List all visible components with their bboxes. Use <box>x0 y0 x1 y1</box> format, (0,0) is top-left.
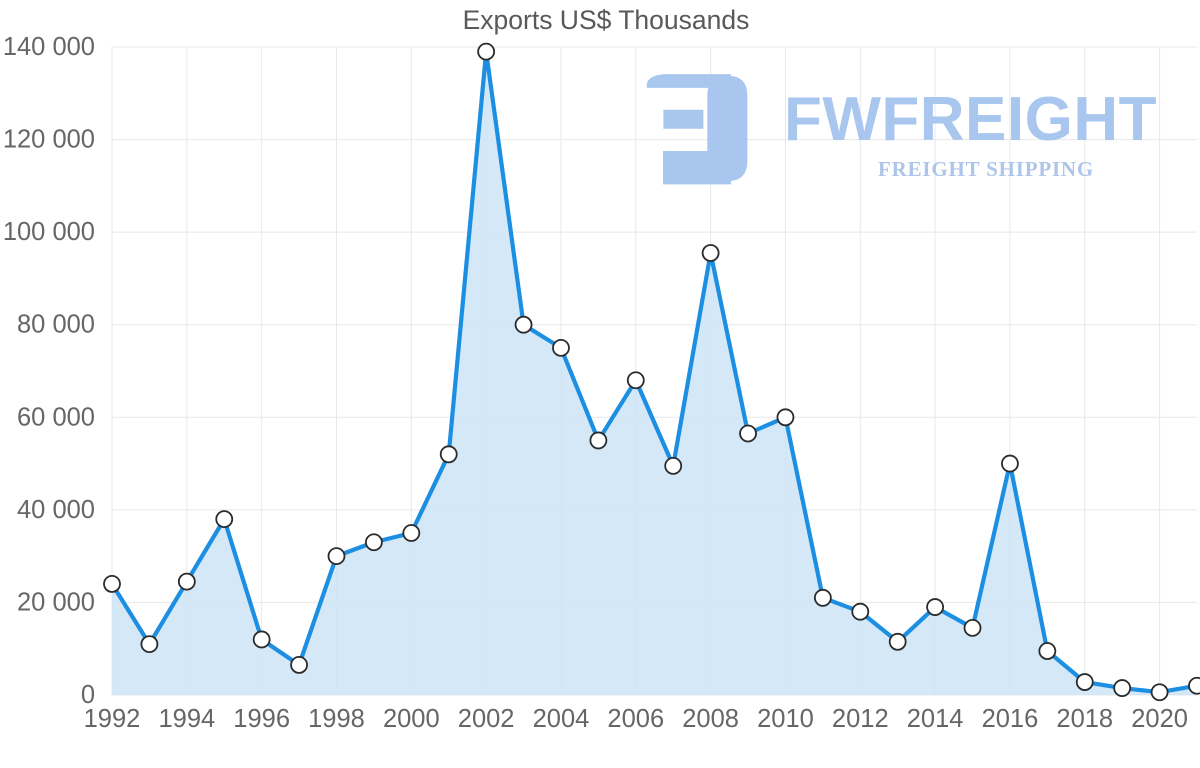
svg-text:100 000: 100 000 <box>3 218 95 246</box>
svg-text:2000: 2000 <box>383 705 440 733</box>
svg-text:2012: 2012 <box>832 705 889 733</box>
svg-text:2016: 2016 <box>982 705 1039 733</box>
svg-text:1998: 1998 <box>308 705 365 733</box>
svg-text:20 000: 20 000 <box>17 588 95 616</box>
svg-text:120 000: 120 000 <box>3 126 95 154</box>
svg-text:2008: 2008 <box>682 705 739 733</box>
svg-text:60 000: 60 000 <box>17 403 95 431</box>
svg-text:140 000: 140 000 <box>3 33 95 61</box>
svg-text:FWFREIGHT: FWFREIGHT <box>784 85 1157 154</box>
svg-text:2006: 2006 <box>607 705 664 733</box>
svg-text:2004: 2004 <box>533 705 590 733</box>
svg-text:80 000: 80 000 <box>17 311 95 339</box>
svg-text:2002: 2002 <box>458 705 515 733</box>
svg-text:2018: 2018 <box>1056 705 1113 733</box>
svg-text:2010: 2010 <box>757 705 814 733</box>
svg-text:FREIGHT SHIPPING: FREIGHT SHIPPING <box>878 157 1094 181</box>
svg-text:Exports US$ Thousands: Exports US$ Thousands <box>463 5 750 35</box>
svg-text:2014: 2014 <box>907 705 964 733</box>
svg-text:2020: 2020 <box>1131 705 1188 733</box>
svg-text:40 000: 40 000 <box>17 496 95 524</box>
svg-text:1996: 1996 <box>233 705 290 733</box>
svg-text:1992: 1992 <box>84 705 141 733</box>
svg-text:1994: 1994 <box>158 705 215 733</box>
